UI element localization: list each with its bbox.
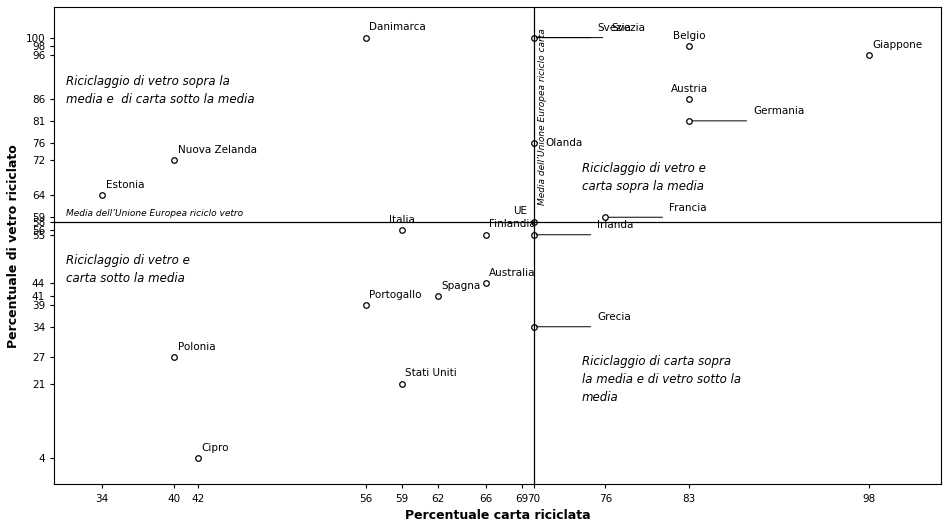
Text: Finlandia: Finlandia — [489, 220, 536, 230]
Text: Danimarca: Danimarca — [370, 22, 426, 32]
Text: Grecia: Grecia — [597, 313, 630, 322]
Text: Riciclaggio di carta sopra
la media e di vetro sotto la
media: Riciclaggio di carta sopra la media e di… — [581, 355, 740, 404]
Text: Svezia: Svezia — [597, 23, 631, 33]
Text: Svezia: Svezia — [611, 23, 646, 33]
Text: Estonia: Estonia — [105, 180, 144, 190]
Text: Germania: Germania — [753, 106, 804, 116]
Text: Irlanda: Irlanda — [597, 221, 633, 230]
Text: Riciclaggio di vetro e
carta sopra la media: Riciclaggio di vetro e carta sopra la me… — [581, 162, 705, 193]
Text: Italia: Italia — [389, 215, 414, 225]
Text: Australia: Australia — [489, 268, 536, 278]
Text: Nuova Zelanda: Nuova Zelanda — [177, 145, 257, 155]
Text: Giappone: Giappone — [873, 40, 922, 50]
Text: Riciclaggio di vetro e
carta sotto la media: Riciclaggio di vetro e carta sotto la me… — [66, 254, 190, 285]
Text: Media dell’Unione Europea riciclo vetro: Media dell’Unione Europea riciclo vetro — [66, 209, 244, 218]
Text: Portogallo: Portogallo — [370, 289, 422, 299]
Text: UE: UE — [514, 206, 528, 216]
Text: Riciclaggio di vetro sopra la
media e  di carta sotto la media: Riciclaggio di vetro sopra la media e di… — [66, 75, 255, 106]
Text: Olanda: Olanda — [545, 138, 583, 148]
X-axis label: Percentuale carta riciclata: Percentuale carta riciclata — [405, 509, 591, 522]
Text: Stati Uniti: Stati Uniti — [406, 369, 457, 378]
Text: Austria: Austria — [671, 84, 708, 94]
Text: Polonia: Polonia — [177, 342, 215, 352]
Text: Belgio: Belgio — [673, 31, 705, 41]
Text: Cipro: Cipro — [202, 443, 229, 453]
Text: Francia: Francia — [669, 203, 706, 213]
Text: Spagna: Spagna — [441, 281, 481, 291]
Text: Media dell’Unione Europea riciclo carta: Media dell’Unione Europea riciclo carta — [538, 28, 547, 205]
Y-axis label: Percentuale di vetro riciclato: Percentuale di vetro riciclato — [7, 144, 20, 348]
